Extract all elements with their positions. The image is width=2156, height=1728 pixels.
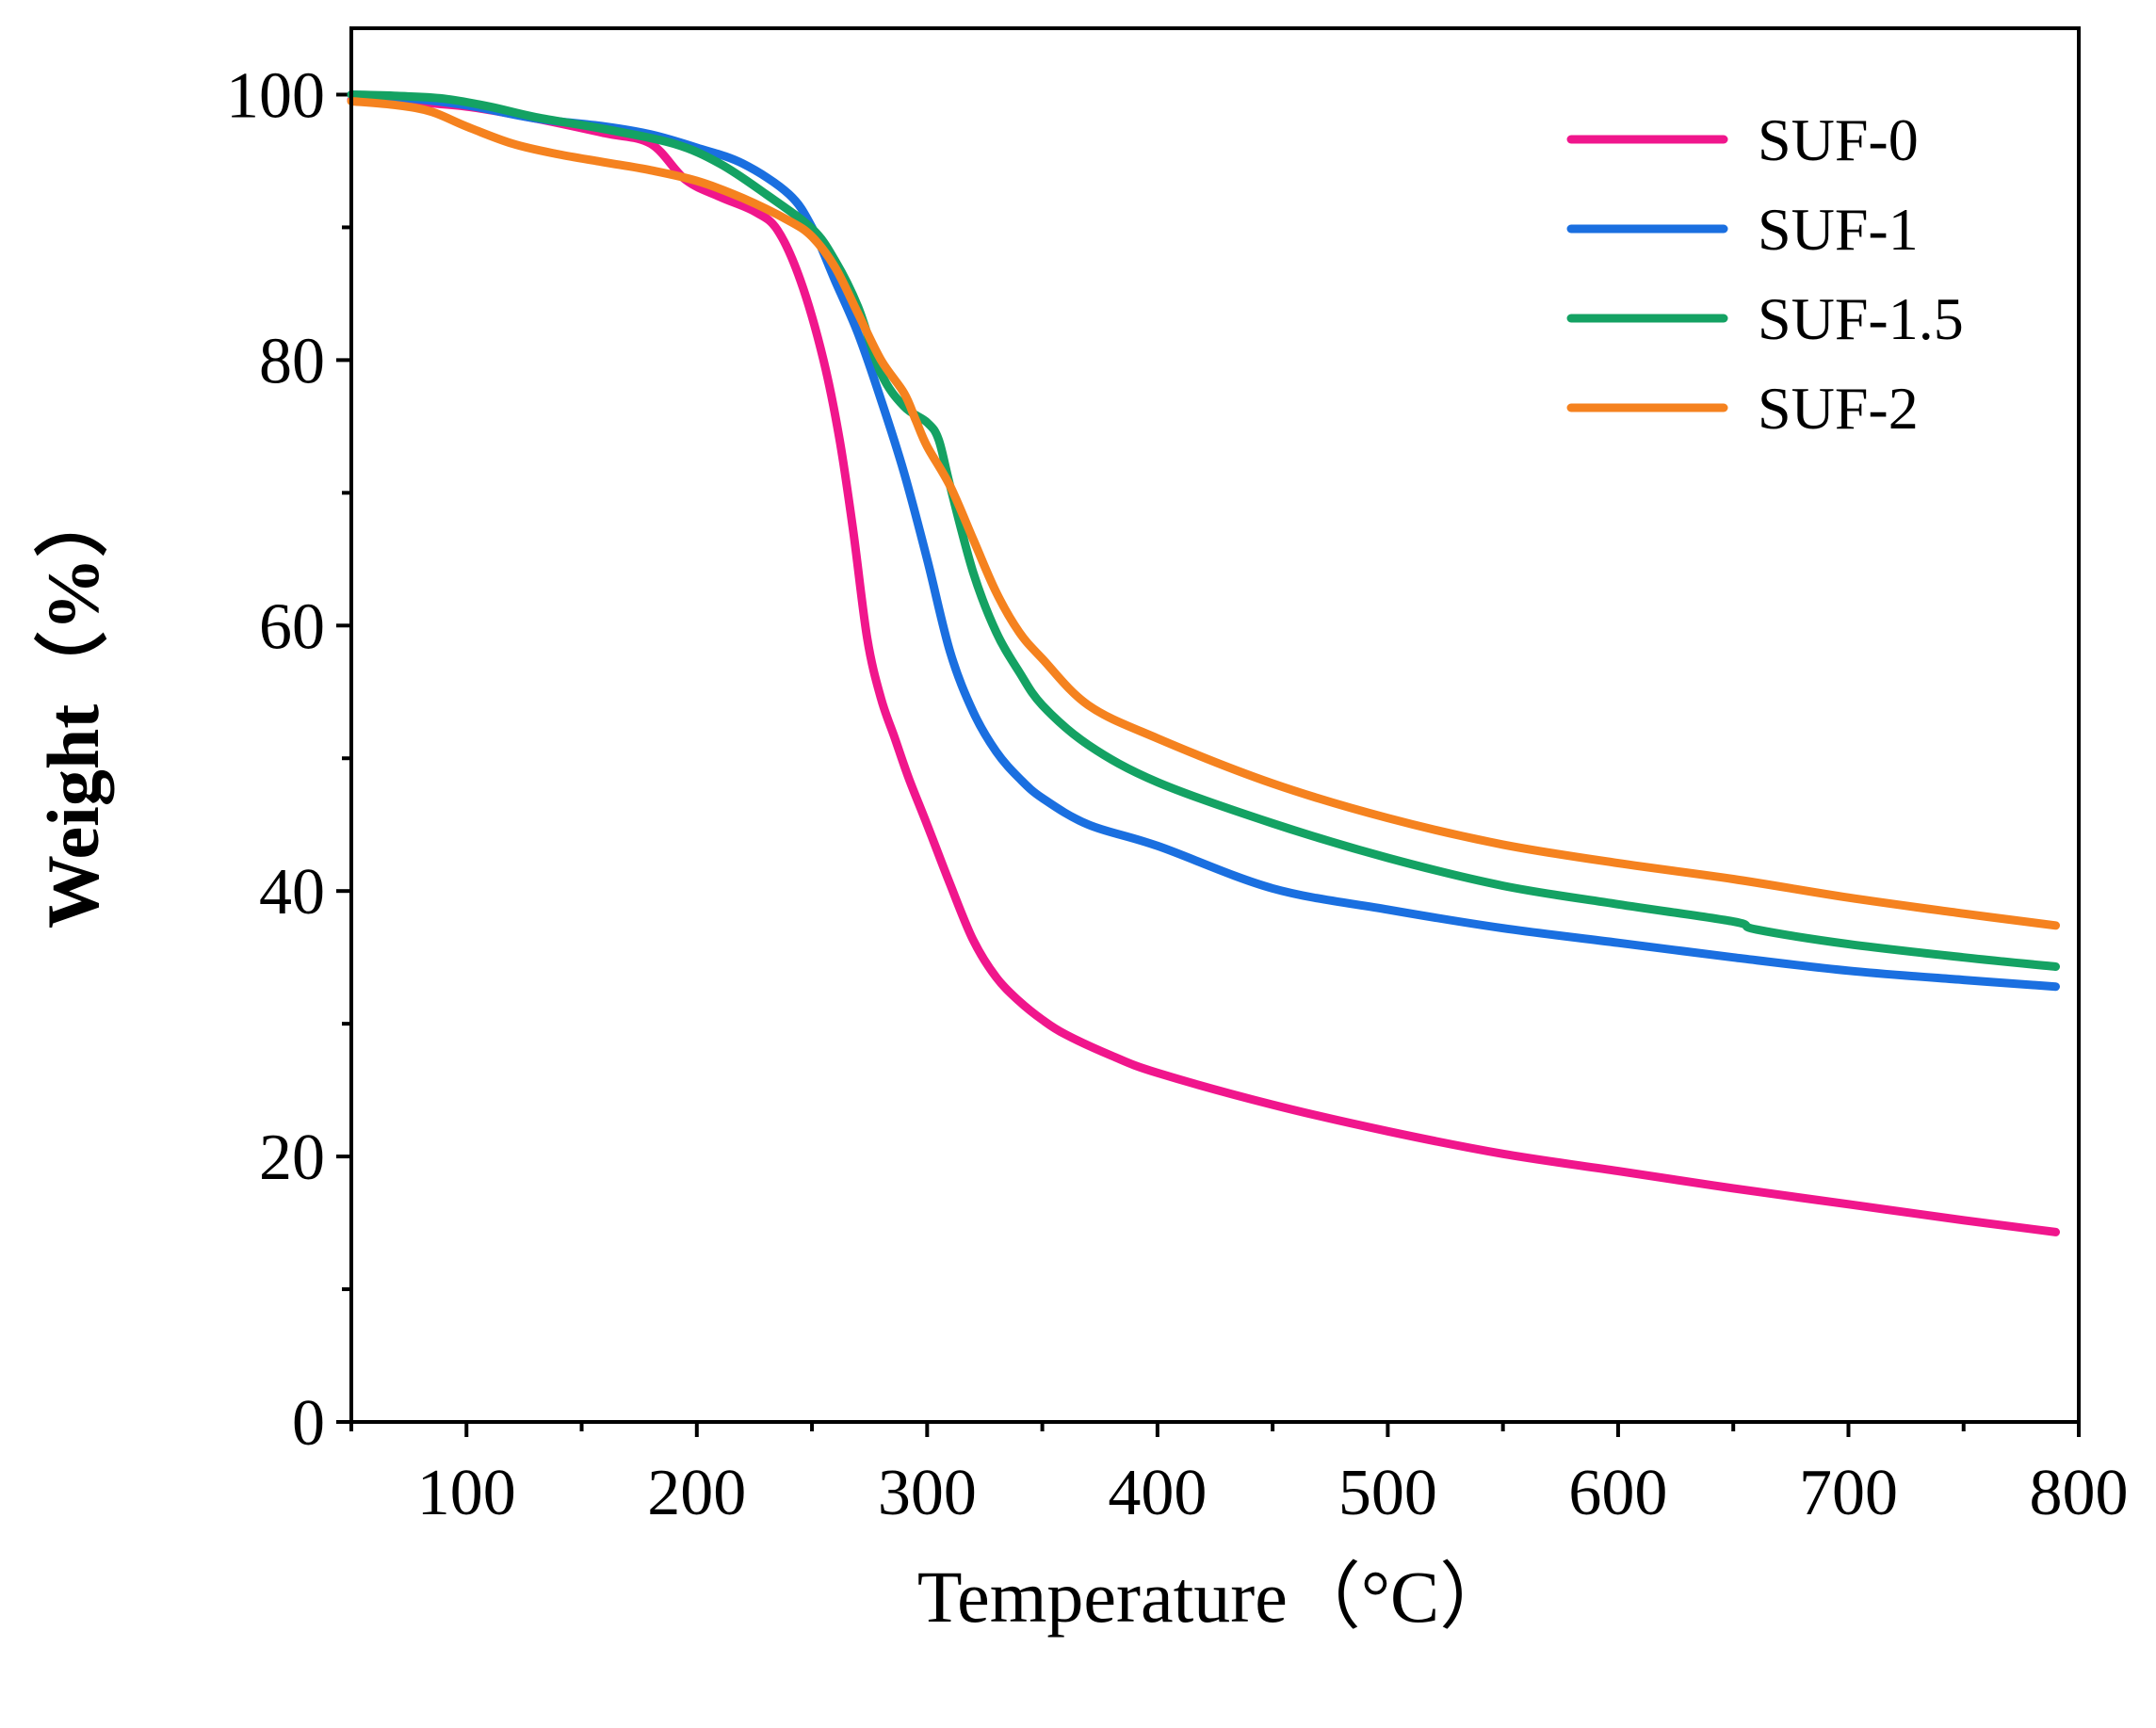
- series-line-suf-0: [347, 95, 2060, 1236]
- legend-label: SUF-1.5: [1758, 285, 1964, 352]
- x-tick-label: 400: [1108, 1457, 1207, 1529]
- y-axis-title: Weight（%）: [32, 484, 114, 929]
- x-tick-label: 700: [1799, 1457, 1898, 1529]
- x-tick-label: 200: [647, 1457, 746, 1529]
- series-lines: [347, 90, 2060, 1236]
- y-tick-label: 20: [259, 1122, 325, 1194]
- x-tick-labels: 100 200 300 400 500 600 700 800: [417, 1457, 2129, 1529]
- series-line-suf-2: [347, 97, 2060, 930]
- y-tick-label: 60: [259, 590, 325, 663]
- y-tick-labels: 0 20 40 60 80 100: [226, 59, 325, 1460]
- y-tick-label: 100: [226, 59, 325, 132]
- major-ticks: [336, 92, 2081, 1437]
- x-tick-label: 300: [878, 1457, 977, 1529]
- plot-frame: [349, 26, 2081, 1424]
- legend: SUF-0 SUF-1 SUF-1.5 SUF-2: [1566, 106, 1964, 442]
- y-tick-label: 40: [259, 856, 325, 929]
- y-tick-label: 0: [292, 1387, 325, 1460]
- x-tick-label: 100: [417, 1457, 516, 1529]
- x-tick-label: 800: [2030, 1457, 2129, 1529]
- x-tick-label: 600: [1568, 1457, 1667, 1529]
- legend-label: SUF-1: [1758, 196, 1919, 263]
- series-line-suf-1-5: [347, 90, 2060, 971]
- x-axis-title: Temperature（°C）: [917, 1556, 1513, 1638]
- legend-label: SUF-2: [1758, 375, 1919, 442]
- y-tick-label: 80: [259, 325, 325, 397]
- legend-label: SUF-0: [1758, 106, 1919, 173]
- x-tick-label: 500: [1338, 1457, 1437, 1529]
